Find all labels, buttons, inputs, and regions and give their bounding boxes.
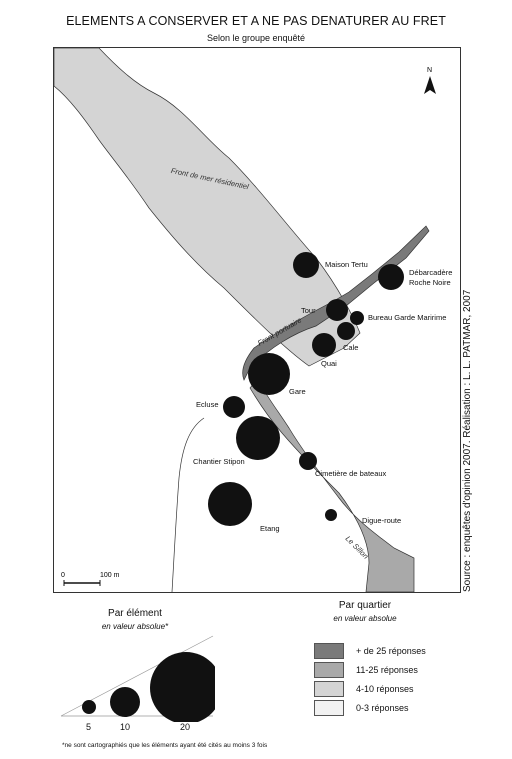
circle-ecluse <box>223 396 245 418</box>
label-cimetiere: Cimetière de bateaux <box>315 469 387 478</box>
legend-size-5: 5 <box>86 722 92 732</box>
label-bureau-garde: Bureau Garde Maririme <box>368 313 447 322</box>
legend-size-20: 20 <box>180 722 191 732</box>
label-maison-tertu: Maison Tertu <box>325 260 368 269</box>
legend-circle-5 <box>82 700 96 714</box>
legend-class-label: 4-10 réponses <box>356 684 414 694</box>
circle-etang <box>208 482 252 526</box>
legend-swatch <box>314 643 344 659</box>
label-chantier-stipon: Chantier Stipon <box>193 457 245 466</box>
label-digue-route: Digue-route <box>362 516 402 525</box>
circle-tour <box>326 299 348 321</box>
legend-swatch <box>314 662 344 678</box>
area-front-de-mer <box>54 48 361 367</box>
legend-swatch <box>314 700 344 716</box>
circle-gare <box>248 353 290 395</box>
circle-cale <box>337 322 355 340</box>
label-tour: Tour <box>301 306 316 315</box>
label-gare: Gare <box>289 387 306 396</box>
legend-circle-10 <box>110 687 140 717</box>
north-arrow-icon <box>424 76 436 94</box>
label-debarcadere: Débarcadère Roche Noire <box>409 268 453 287</box>
legend-quartier-subtitle: en valeur absolue <box>333 614 397 623</box>
legend-class-label: 0-3 réponses <box>356 703 409 713</box>
legend-class-row: + de 25 réponses <box>314 642 426 660</box>
legend-class-row: 11-25 réponses <box>314 661 418 679</box>
legend-size-10: 10 <box>120 722 131 732</box>
legend-circle-20 <box>150 652 215 722</box>
circle-maison-tertu <box>293 252 319 278</box>
circle-debarcadere <box>378 264 404 290</box>
area-le-sillon <box>249 377 415 592</box>
map-subtitle: Selon le groupe enquêté <box>206 33 306 43</box>
label-cale: Cale <box>343 343 359 352</box>
circle-bureau-garde <box>350 311 364 325</box>
map-canvas: N 0 100 m <box>54 48 436 592</box>
circle-cimetiere <box>299 452 317 470</box>
legend-class-row: 4-10 réponses <box>314 680 414 698</box>
legend-proportional-circles <box>60 635 215 722</box>
source-credit: Source : enquêtes d'opinion 2007. Réalis… <box>462 289 473 592</box>
circle-chantier-stipon <box>236 416 280 460</box>
legend-class-label: + de 25 réponses <box>356 646 426 656</box>
label-ecluse: Ecluse <box>196 400 219 409</box>
map-title: ELEMENTS A CONSERVER ET A NE PAS DENATUR… <box>66 14 446 28</box>
legend-quartier-title: Par quartier <box>338 600 392 611</box>
legend-class-row: 0-3 réponses <box>314 699 409 717</box>
footnote: *ne sont cartographiés que les éléments … <box>62 742 268 749</box>
scale-start: 0 <box>61 572 65 579</box>
label-quai: Quai <box>321 359 337 368</box>
circle-quai <box>312 333 336 357</box>
legend-swatch <box>314 681 344 697</box>
circle-digue-route <box>325 509 337 521</box>
legend-element-subtitle: en valeur absolue* <box>101 622 169 631</box>
legend-element-title: Par élément <box>108 608 162 619</box>
north-label: N <box>427 67 432 74</box>
scale-end: 100 m <box>100 572 120 579</box>
label-etang: Etang <box>260 524 280 533</box>
legend-class-label: 11-25 réponses <box>356 665 418 675</box>
